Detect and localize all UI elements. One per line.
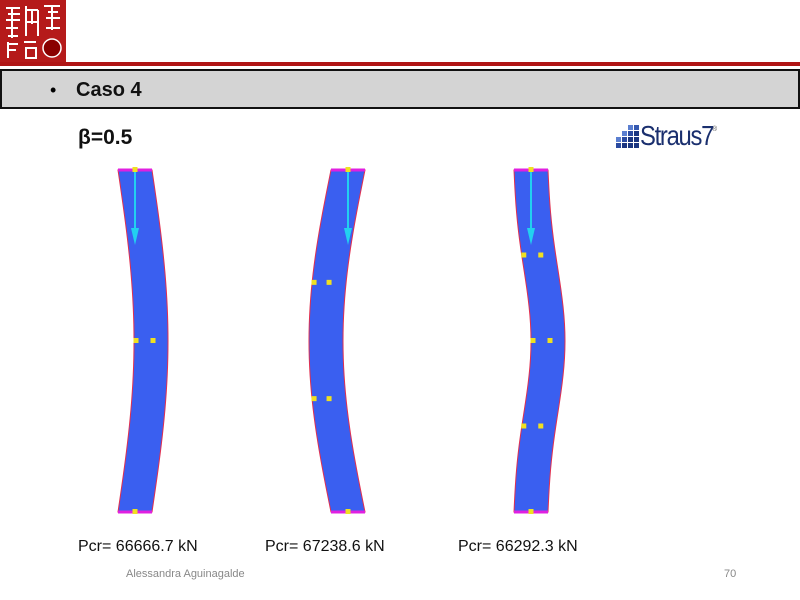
slide-title: Caso 4 xyxy=(76,79,142,101)
page-number: 70 xyxy=(724,568,737,580)
pcr-mode-3: Pcr= 66292.3 kN xyxy=(458,538,578,555)
node-marker xyxy=(528,167,534,172)
pcr-mode-1: Pcr= 66666.7 kN xyxy=(78,538,198,555)
beam-mode-2 xyxy=(308,167,366,514)
node-marker xyxy=(132,167,138,172)
node-marker xyxy=(326,396,332,402)
deformed-beam xyxy=(117,169,169,513)
node-marker xyxy=(521,252,527,258)
node-marker xyxy=(326,279,332,285)
deformed-beam xyxy=(513,169,566,513)
header-rule xyxy=(0,62,800,66)
registered-mark: ® xyxy=(712,126,718,133)
straus7-logo: Straus7 ® xyxy=(614,120,717,152)
seal-logo xyxy=(0,0,66,62)
beam-mode-3 xyxy=(513,167,566,514)
node-marker xyxy=(311,279,317,285)
node-marker xyxy=(521,423,527,429)
node-marker xyxy=(311,396,317,402)
beam-mode-1 xyxy=(117,167,169,514)
arrow-head-icon xyxy=(344,228,352,245)
arrow-head-icon xyxy=(131,228,139,245)
node-marker xyxy=(528,509,534,514)
node-marker xyxy=(530,338,536,343)
bullet: • xyxy=(50,80,57,100)
deformed-beam xyxy=(308,169,366,513)
node-marker xyxy=(150,338,156,343)
straus7-wordmark: Straus7 xyxy=(640,120,714,151)
footer-author: Alessandra Aguinagalde xyxy=(126,568,245,580)
node-marker xyxy=(345,167,351,172)
arrow-head-icon xyxy=(527,228,535,245)
straus7-mark-icon xyxy=(616,125,639,148)
slide-title-bar: • Caso 4 xyxy=(0,69,800,109)
node-marker xyxy=(547,338,553,343)
pcr-mode-2: Pcr= 67238.6 kN xyxy=(265,538,385,555)
node-marker xyxy=(133,338,139,343)
beta-label: β=0.5 xyxy=(78,126,133,149)
node-marker xyxy=(345,509,351,514)
node-marker xyxy=(132,509,138,514)
node-marker xyxy=(538,423,544,429)
node-marker xyxy=(538,252,544,258)
